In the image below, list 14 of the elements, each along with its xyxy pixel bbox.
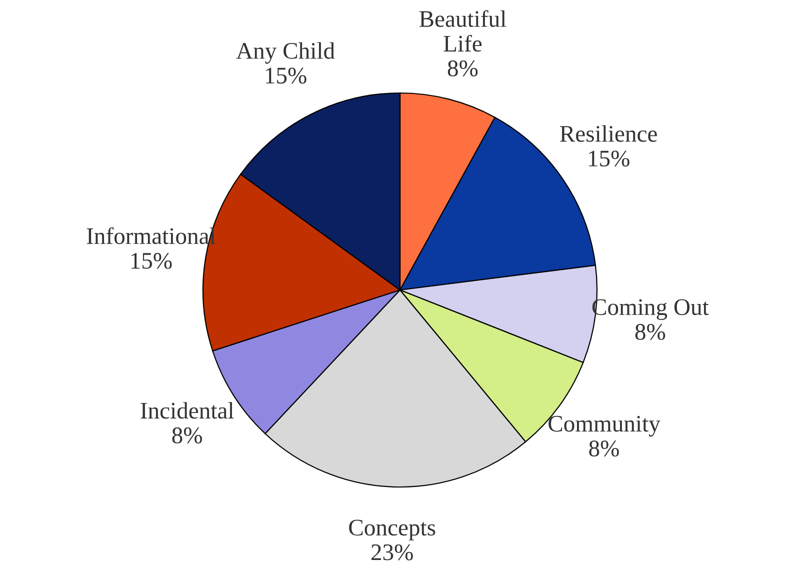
- slice-label: Incidental: [140, 402, 234, 419]
- data-label: 8%: [448, 60, 478, 76]
- slice-label: Concepts: [349, 520, 436, 540]
- data-label: 23%: [371, 544, 413, 560]
- data-label: 15%: [588, 150, 630, 167]
- data-label: 8%: [635, 324, 666, 340]
- data-label: 15%: [131, 252, 172, 269]
- slice-label: Resilience: [560, 125, 657, 142]
- slice-label: Any Child: [236, 42, 335, 64]
- data-label: 8%: [589, 440, 619, 457]
- slice-label: Community: [548, 416, 660, 437]
- slice-label: Beautiful Life: [419, 10, 506, 52]
- data-label: 8%: [172, 427, 202, 444]
- data-label: 15%: [266, 68, 306, 84]
